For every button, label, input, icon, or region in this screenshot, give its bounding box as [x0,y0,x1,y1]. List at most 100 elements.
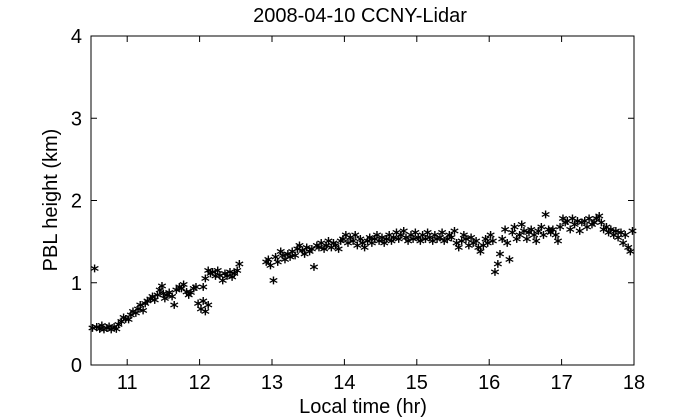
data-point: * [410,226,420,246]
y-tick-label: 3 [71,108,82,130]
data-point: * [623,241,633,261]
data-point: * [225,266,235,286]
data-point: * [138,304,148,324]
data-point: * [567,212,577,232]
data-point: * [558,212,568,232]
data-point: * [314,241,324,261]
data-point: * [604,226,614,246]
data-point: * [280,253,290,273]
data-point: * [350,229,360,249]
data-point: * [587,218,597,238]
data-point: * [287,245,297,265]
data-point: * [526,223,536,243]
y-tick-label: 2 [71,191,82,213]
data-point: * [374,234,384,254]
chart-title: 2008-04-10 CCNY-Lidar [253,5,467,27]
data-point: * [299,247,309,267]
data-point: * [140,297,150,317]
data-point: * [147,290,157,310]
data-point: * [160,292,170,312]
data-point: * [473,241,483,261]
data-point: * [577,216,587,236]
data-point: * [309,261,319,281]
data-point: * [196,303,206,323]
data-point: * [454,241,464,261]
data-point: * [333,242,343,262]
data-point: * [461,233,471,253]
data-point: * [488,234,498,254]
data-point: * [379,237,389,257]
data-point: * [220,267,230,287]
data-point: * [179,278,189,298]
data-point: * [616,226,626,246]
data-point: * [611,224,621,244]
x-tick-label: 11 [117,372,138,394]
data-point: * [403,234,413,254]
data-point: * [423,226,433,246]
data-point: * [213,264,223,284]
data-point: * [316,237,326,257]
data-point: * [362,234,372,254]
data-point: * [343,237,353,257]
data-point: * [189,282,199,302]
data-point: * [203,298,213,318]
data-point: * [507,226,517,246]
data-point: * [551,229,561,249]
data-point: * [124,313,134,333]
data-point: * [261,256,271,276]
data-point: * [457,234,467,254]
data-point: * [553,234,563,254]
data-point: * [113,318,123,338]
data-point: * [625,245,635,265]
data-point: * [290,249,300,269]
data-point: * [155,284,165,304]
data-point: * [270,251,280,271]
data-point: * [432,233,442,253]
data-point: * [191,280,201,300]
data-point: * [536,220,546,240]
data-point: * [475,245,485,265]
data-point: * [338,233,348,253]
data-point: * [215,269,225,289]
data-point: * [543,223,553,243]
data-point: * [222,270,232,290]
data-point: * [142,294,152,314]
data-point: * [406,229,416,249]
data-point: * [169,298,179,318]
data-point: * [408,233,418,253]
data-point: * [367,237,377,257]
data-point: * [591,212,601,232]
data-point: * [555,220,565,240]
data-point: * [594,210,604,230]
data-point: * [234,257,244,277]
data-point: * [312,239,322,259]
data-point: * [381,233,391,253]
data-point: * [95,322,105,342]
data-point: * [109,321,119,341]
data-point: * [135,298,145,318]
data-point: * [268,274,278,294]
data-point: * [413,231,423,251]
data-point: * [399,224,409,244]
data-point: * [451,237,461,257]
data-point: * [302,241,312,261]
data-point: * [500,223,510,243]
data-point: * [389,231,399,251]
data-point: * [145,293,155,313]
data-point: * [580,215,590,235]
data-point: * [582,220,592,240]
data-point: * [415,234,425,254]
data-point: * [328,237,338,257]
data-point: * [87,321,97,341]
data-point: * [420,233,430,253]
data-point: * [541,208,551,228]
data-point: * [99,323,109,343]
data-point: * [401,231,411,251]
data-point: * [131,307,141,327]
data-point: * [442,233,452,253]
data-point: * [548,223,558,243]
data-point: * [618,237,628,257]
data-point: * [572,215,582,235]
data-point: * [176,282,186,302]
data-point: * [519,224,529,244]
